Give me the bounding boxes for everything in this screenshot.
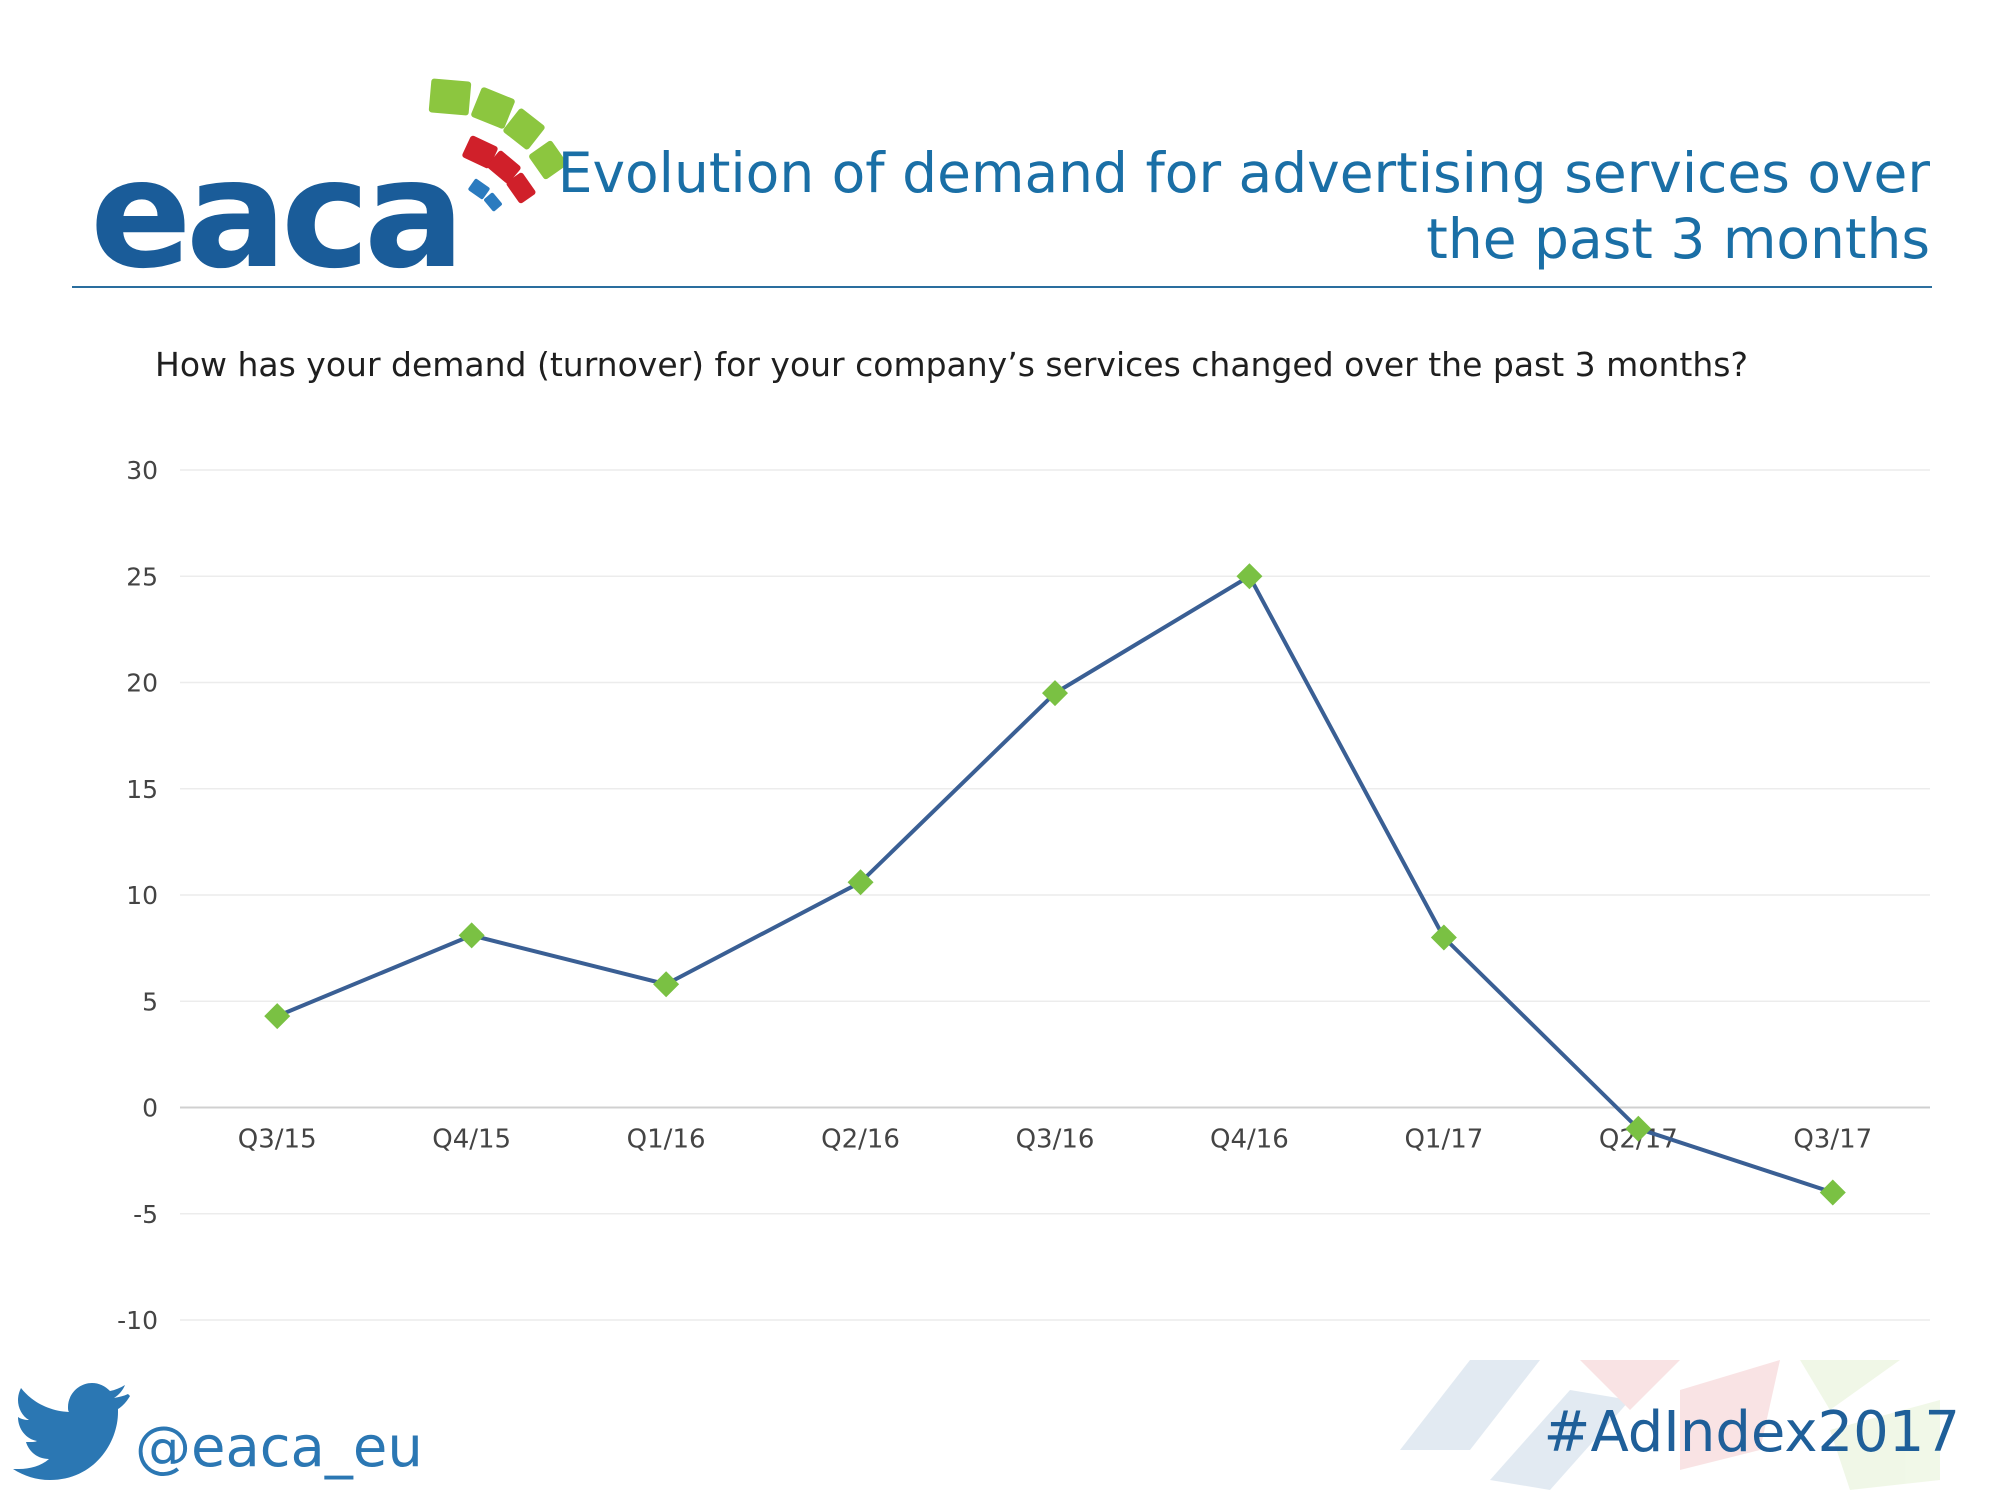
- eaca-logo: eaca: [90, 70, 570, 290]
- twitter-handle[interactable]: @eaca_eu: [135, 1415, 423, 1480]
- x-axis-tick-labels: Q3/15Q4/15Q1/16Q2/16Q3/16Q4/16Q1/17Q2/17…: [238, 1125, 1872, 1155]
- y-tick-label: -5: [133, 1200, 158, 1229]
- y-tick-label: -10: [117, 1306, 158, 1335]
- logo-wordmark: eaca: [90, 128, 465, 302]
- y-tick-label: 20: [126, 669, 158, 698]
- data-point[interactable]: [653, 971, 680, 998]
- chart-question: How has your demand (turnover) for your …: [155, 345, 1748, 384]
- series-line: [276, 574, 1834, 1195]
- y-tick-label: 30: [126, 456, 158, 485]
- logo-watermark-icon: [1400, 1360, 1940, 1490]
- y-tick-label: 10: [126, 881, 158, 910]
- chart-series: [264, 563, 1846, 1206]
- page-title-line2: the past 3 months: [1426, 207, 1930, 271]
- line-chart: 30 25 20 15 10 5 0 -5 -10 Q3/15 Q4/15 Q1/16 Q2/16 Q3…: [117, 456, 1930, 1335]
- logo-mark-icon: [428, 78, 567, 212]
- x-tick-label: Q4/15: [432, 1125, 511, 1155]
- x-tick-label: Q3/15: [238, 1125, 317, 1155]
- x-tick-label: Q1/17: [1404, 1125, 1483, 1155]
- chart-gridlines: [180, 469, 1930, 1321]
- title-divider: [72, 286, 1932, 288]
- data-point[interactable]: [1236, 563, 1263, 590]
- x-tick-label: Q2/16: [821, 1125, 900, 1155]
- data-point[interactable]: [264, 1003, 291, 1030]
- y-axis-tick-labels: 30 25 20 15 10 5 0 -5 -10: [117, 456, 158, 1335]
- data-point[interactable]: [458, 922, 485, 949]
- x-tick-label: Q3/16: [1016, 1125, 1095, 1155]
- data-point[interactable]: [1819, 1179, 1846, 1206]
- y-tick-label: 25: [126, 562, 158, 591]
- data-point[interactable]: [847, 869, 874, 896]
- y-tick-label: 15: [126, 775, 158, 804]
- data-point[interactable]: [1042, 680, 1068, 707]
- y-tick-label: 5: [142, 987, 158, 1016]
- hashtag: #AdIndex2017: [1543, 1400, 1960, 1465]
- x-tick-label: Q1/16: [627, 1125, 706, 1155]
- x-tick-label: Q4/16: [1210, 1125, 1289, 1155]
- data-point[interactable]: [1625, 1115, 1652, 1142]
- x-tick-label: Q3/17: [1793, 1125, 1872, 1155]
- data-point[interactable]: [1430, 924, 1457, 951]
- page-title: Evolution of demand for advertising serv…: [510, 140, 1930, 272]
- twitter-bird-icon[interactable]: [10, 1380, 130, 1480]
- y-tick-label: 0: [142, 1094, 158, 1123]
- page-title-line1: Evolution of demand for advertising serv…: [557, 141, 1930, 205]
